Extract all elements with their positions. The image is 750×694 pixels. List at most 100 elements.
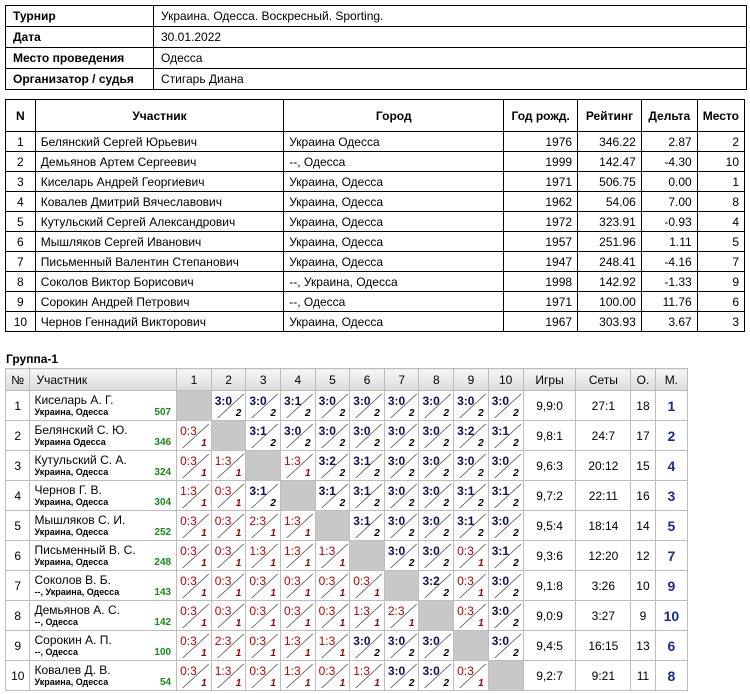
games: 9,1:8 — [522, 570, 577, 601]
result-points: 2 — [478, 408, 484, 419]
player-row: 10 Чернов Геннадий Викторович Украина, Оде… — [5, 311, 746, 332]
info-value: 30.01.2022 — [153, 26, 747, 48]
result-diagonal — [390, 453, 417, 479]
place: 6 — [654, 630, 689, 661]
result-points: 1 — [374, 678, 380, 689]
result-points: 1 — [235, 498, 242, 509]
player-cell: 5 — [696, 231, 746, 252]
player-city: Украина, Одесса — [34, 407, 109, 417]
result-diagonal — [286, 423, 313, 449]
result-score: 0:3 — [318, 664, 336, 678]
player-cell: 1 — [5, 131, 36, 152]
result-score: 3:0 — [457, 394, 475, 408]
result-cell: 3:0 2 — [418, 540, 455, 571]
result-points: 1 — [201, 588, 207, 599]
result-points: 1 — [201, 678, 207, 689]
result-diagonal — [320, 663, 348, 689]
result-points: 1 — [270, 618, 276, 629]
result-diagonal — [424, 513, 452, 539]
result-score: 3:1 — [353, 514, 371, 528]
result-cell: 3:0 2 — [383, 420, 420, 451]
player-cell: 8 — [5, 271, 36, 292]
result-points: 2 — [305, 438, 311, 449]
result-points: 2 — [408, 528, 415, 539]
place: 2 — [654, 420, 689, 451]
result-score: 0:3 — [249, 664, 267, 678]
points: 13 — [630, 630, 656, 661]
result-score: 3:0 — [353, 634, 371, 648]
result-diagonal — [320, 573, 348, 599]
cross-col-header: 4 — [279, 368, 316, 391]
result-diagonal — [182, 573, 210, 599]
cross-row: 5 Мышляков С. И. Украина, Одесса 252 0:3 1 0:3… — [4, 510, 689, 541]
result-diagonal — [286, 543, 313, 569]
result-diagonal — [286, 573, 313, 599]
games: 9,3:6 — [522, 540, 577, 571]
result-diagonal — [251, 483, 279, 509]
player-cell: 346.22 — [577, 131, 642, 152]
result-score: 2:3 — [249, 514, 267, 528]
cross-rank: 7 — [4, 570, 31, 601]
result-diagonal — [217, 483, 244, 509]
result-cell: 1:3 1 — [349, 660, 385, 691]
result-cell: 0:3 1 — [453, 540, 489, 571]
result-points: 1 — [201, 438, 207, 449]
result-score: 3:0 — [491, 604, 510, 618]
cross-rank: 3 — [4, 450, 31, 481]
result-points: 1 — [478, 588, 484, 599]
player-cell: 7 — [696, 251, 746, 272]
cross-rank: 8 — [4, 600, 31, 631]
result-score: 1:3 — [283, 634, 301, 648]
result-score: 0:3 — [283, 604, 301, 618]
player-cell: 1971 — [503, 171, 579, 192]
result-cell: 0:3 1 — [176, 540, 212, 571]
result-points: 2 — [408, 498, 415, 509]
result-score: 3:2 — [318, 454, 336, 468]
points: 17 — [630, 420, 656, 451]
player-cell: 1971 — [503, 291, 579, 312]
result-cell: 3:0 2 — [487, 390, 524, 421]
result-score: 0:3 — [214, 484, 232, 498]
result-diagonal — [355, 423, 383, 449]
cross-col-header: 6 — [349, 368, 385, 391]
player-rating: 248 — [154, 557, 172, 568]
result-score: 0:3 — [180, 664, 197, 678]
result-cell: 3:2 2 — [453, 420, 489, 451]
result-cell: 0:3 1 — [176, 570, 212, 601]
player-city: --, Одесса — [34, 647, 78, 657]
result-score: 1:3 — [353, 664, 370, 678]
result-points: 2 — [443, 558, 450, 569]
result-cell: 2:3 1 — [383, 600, 420, 631]
result-points: 1 — [201, 618, 207, 629]
player-cell: 3 — [696, 311, 746, 332]
result-cell: 0:3 1 — [314, 660, 351, 691]
result-diagonal — [424, 543, 452, 569]
result-diagonal — [182, 633, 210, 659]
result-diagonal — [424, 453, 452, 479]
result-score: 1:3 — [318, 544, 336, 558]
info-key: Турнир — [5, 5, 154, 27]
player-cell: 303.93 — [577, 311, 642, 332]
result-points: 2 — [374, 438, 380, 449]
cross-table: № Участник 1 2 3 4 5 6 7 8 9 10 Игры Сеты О. М. 1 Кисела… — [4, 368, 689, 691]
player-row: 7 Письменный Валентин Степанович Украина, … — [5, 251, 746, 272]
result-points: 1 — [374, 618, 380, 629]
result-points: 2 — [443, 588, 450, 599]
player-cell: Сорокин Андрей Петрович — [34, 291, 285, 312]
result-points: 2 — [513, 648, 519, 659]
info-key: Дата — [5, 26, 154, 48]
result-points: 2 — [513, 558, 519, 569]
result-points: 2 — [478, 498, 484, 509]
cross-col-header: 3 — [245, 368, 281, 391]
result-cell — [176, 390, 212, 421]
result-points: 2 — [513, 498, 519, 509]
result-diagonal — [182, 423, 210, 449]
players-col-header: Место — [696, 99, 746, 132]
tournament-info-table: Турнир Украина. Одесса. Воскресный. Sport… — [5, 5, 747, 90]
result-cell: 0:3 1 — [210, 600, 247, 631]
player-cell: 323.91 — [577, 211, 642, 232]
info-key: Место проведения — [5, 47, 154, 69]
result-cell — [383, 570, 420, 601]
result-score: 3:0 — [491, 574, 510, 588]
result-cell: 3:2 2 — [418, 570, 455, 601]
